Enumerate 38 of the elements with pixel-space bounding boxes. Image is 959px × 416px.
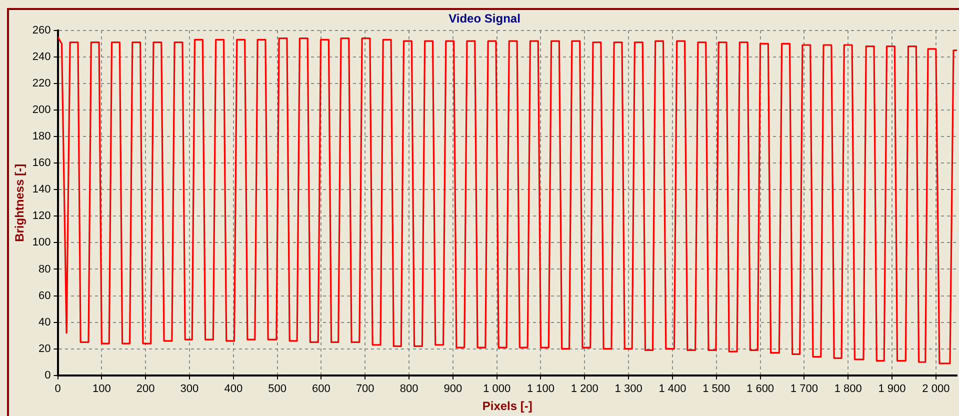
x-tick-label: 800 [400,383,418,396]
x-tick-label: 1 600 [746,383,774,396]
y-tick-label: 180 [32,130,51,143]
y-tick-label: 240 [32,50,51,63]
y-tick-label: 100 [32,236,51,249]
y-tick-label: 200 [32,104,51,116]
x-tick-label: 700 [356,383,374,396]
y-tick-label: 0 [44,369,51,382]
x-tick-label: 100 [92,383,111,396]
x-tick-label: 1 700 [790,383,818,396]
x-tick-label: 0 [54,383,61,396]
chart-title: Video Signal [448,12,520,26]
x-tick-label: 200 [136,383,155,396]
x-tick-label: 300 [180,383,199,396]
x-tick-label: 1 100 [526,383,555,396]
x-tick-label: 2 000 [922,383,950,396]
y-tick-label: 120 [32,210,51,222]
x-tick-label: 1 800 [834,383,862,396]
y-tick-label: 140 [32,184,51,196]
y-tick-label: 260 [32,24,51,36]
x-tick-label: 1 200 [570,383,598,396]
y-axis-title: Brightness [-] [12,164,27,242]
x-axis-title: Pixels [-] [482,399,532,414]
y-tick-label: 220 [32,78,51,90]
x-tick-label: 1 500 [702,383,730,396]
x-tick-label: 900 [444,383,462,396]
x-tick-label: 1 300 [614,383,642,396]
x-tick-label: 1 900 [878,383,906,396]
y-tick-label: 160 [32,157,51,170]
x-tick-label: 1 400 [658,383,686,396]
y-tick-label: 60 [38,290,51,302]
x-tick-label: 600 [312,383,330,396]
x-tick-label: 500 [268,383,286,396]
y-tick-label: 80 [38,263,51,276]
y-tick-label: 20 [38,342,51,355]
y-tick-label: 40 [38,316,51,328]
x-tick-label: 400 [224,383,243,396]
x-tick-label: 1 000 [483,383,511,396]
